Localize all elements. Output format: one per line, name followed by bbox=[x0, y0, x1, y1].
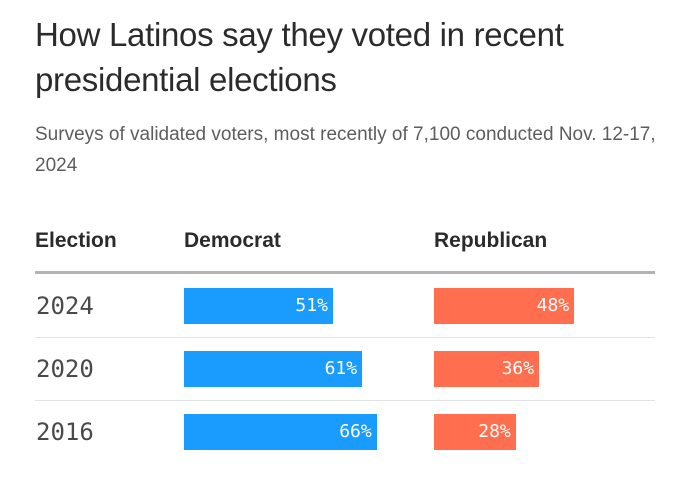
democrat-value-label: 61% bbox=[324, 358, 358, 379]
column-header-democrat: Democrat bbox=[184, 229, 281, 252]
democrat-bar bbox=[184, 288, 333, 324]
republican-value-label: 36% bbox=[501, 358, 535, 379]
header-divider bbox=[35, 271, 655, 274]
republican-value-label: 28% bbox=[478, 421, 511, 442]
chart-subtitle: Surveys of validated voters, most recent… bbox=[35, 124, 656, 176]
republican-bar bbox=[434, 288, 575, 324]
election-year-label: 2024 bbox=[36, 292, 94, 320]
chart-title: How Latinos say they voted in recent pre… bbox=[35, 16, 564, 98]
democrat-value-label: 51% bbox=[295, 295, 328, 316]
democrat-bar bbox=[184, 414, 377, 450]
democrat-bar bbox=[184, 351, 363, 387]
row-divider bbox=[35, 400, 655, 401]
column-header-republican: Republican bbox=[434, 229, 548, 252]
republican-value-label: 48% bbox=[536, 295, 570, 316]
democrat-value-label: 66% bbox=[339, 421, 372, 442]
republican-bar bbox=[434, 414, 516, 450]
republican-bar bbox=[434, 351, 540, 387]
row-divider bbox=[35, 337, 655, 338]
column-header-election: Election bbox=[35, 229, 117, 252]
election-year-label: 2016 bbox=[36, 418, 94, 446]
election-year-label: 2020 bbox=[36, 355, 94, 383]
